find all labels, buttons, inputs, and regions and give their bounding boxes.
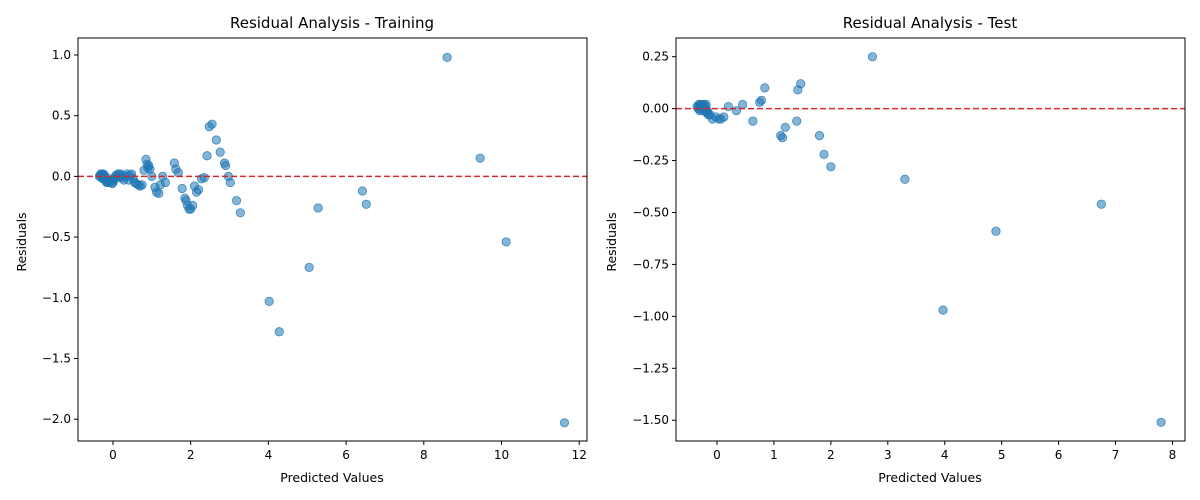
scatter-point xyxy=(274,327,284,337)
y-axis-ticks: −1.50 −1.25 −1.00 −0.75 −0.50 −0.25 0.00 0.25 xyxy=(632,50,676,427)
scatter-point xyxy=(796,79,806,89)
y-axis-label: Residuals xyxy=(14,212,29,271)
x-tick-label: 1 xyxy=(770,448,778,462)
x-tick-label: 12 xyxy=(572,448,587,462)
x-axis-label: Predicted Values xyxy=(280,470,384,485)
y-tick-label: −1.25 xyxy=(632,361,669,375)
chart-training: Residual Analysis - Training 0 2 4 6 8 10 12 −… xyxy=(14,14,588,485)
scatter-point xyxy=(207,119,217,129)
scatter-point xyxy=(814,131,825,141)
y-tick-label: 0.25 xyxy=(642,50,669,64)
y-axis-ticks: −2.0 −1.5 −1.0 −0.5 0.0 0.5 1.0 xyxy=(42,48,78,426)
scatter-point xyxy=(177,183,187,194)
scatter-point xyxy=(215,147,225,157)
plot-area-frame xyxy=(77,37,588,442)
y-tick-label: −1.0 xyxy=(42,291,71,305)
scatter-point xyxy=(819,149,829,159)
y-tick-label: −2.0 xyxy=(42,412,71,426)
scatter-point xyxy=(723,101,733,112)
x-axis-ticks: 0 2 4 6 8 10 12 xyxy=(109,441,587,462)
scatter-point xyxy=(991,226,1001,236)
scatter-point xyxy=(826,162,836,172)
scatter-point xyxy=(900,174,910,184)
scatter-point xyxy=(137,180,147,190)
chart-title: Residual Analysis - Test xyxy=(843,14,1018,32)
scatter-point xyxy=(719,112,729,122)
scatter-point xyxy=(235,208,246,218)
x-tick-label: 8 xyxy=(420,448,428,462)
x-tick-label: 0 xyxy=(109,448,117,462)
scatter-point xyxy=(1156,417,1166,427)
x-tick-label: 4 xyxy=(941,448,949,462)
y-axis-label: Residuals xyxy=(604,212,619,271)
scatter-point xyxy=(202,151,212,161)
scatter-point xyxy=(777,133,788,143)
scatter-point xyxy=(756,95,767,105)
x-tick-label: 7 xyxy=(1112,448,1120,462)
plot-area-frame xyxy=(675,37,1186,442)
scatter-point xyxy=(501,237,511,247)
x-tick-label: 4 xyxy=(265,448,273,462)
scatter-point xyxy=(313,203,323,213)
scatter-point xyxy=(357,186,368,196)
scatter-point xyxy=(154,188,164,198)
y-tick-label: −1.5 xyxy=(42,351,71,365)
x-tick-label: 2 xyxy=(187,448,195,462)
scatter-point xyxy=(361,199,371,209)
x-tick-label: 3 xyxy=(884,448,892,462)
x-axis-label: Predicted Values xyxy=(878,470,982,485)
scatter-point xyxy=(304,262,314,273)
x-tick-label: 10 xyxy=(494,448,509,462)
y-tick-label: −1.00 xyxy=(632,309,669,323)
x-tick-label: 8 xyxy=(1169,448,1177,462)
y-tick-label: −0.50 xyxy=(632,205,669,219)
scatter-point xyxy=(211,135,221,145)
y-tick-label: 0.0 xyxy=(52,169,71,183)
y-tick-label: −0.5 xyxy=(42,230,71,244)
scatter-point xyxy=(938,305,948,315)
chart-test: Residual Analysis - Test 0 1 2 3 4 5 6 7 8 −1.50… xyxy=(604,14,1186,485)
scatter-point xyxy=(221,160,231,171)
scatter-point xyxy=(867,52,878,62)
scatter-point xyxy=(559,418,570,428)
scatter-series xyxy=(94,52,570,428)
y-tick-label: −0.75 xyxy=(632,257,669,271)
y-tick-label: 1.0 xyxy=(52,48,71,62)
scatter-point xyxy=(738,99,748,110)
y-tick-label: −0.25 xyxy=(632,154,669,168)
x-tick-label: 0 xyxy=(713,448,721,462)
y-tick-label: 0.00 xyxy=(642,102,669,116)
scatter-point xyxy=(193,185,204,195)
scatter-point xyxy=(731,106,741,116)
scatter-point xyxy=(225,177,235,188)
x-axis-ticks: 0 1 2 3 4 5 6 7 8 xyxy=(713,441,1176,462)
chart-title: Residual Analysis - Training xyxy=(230,14,434,32)
x-tick-label: 6 xyxy=(1055,448,1063,462)
y-tick-label: 0.5 xyxy=(52,109,71,123)
scatter-point xyxy=(760,83,770,93)
scatter-point xyxy=(160,177,171,188)
scatter-point xyxy=(780,122,790,132)
y-tick-label: −1.50 xyxy=(632,413,669,427)
scatter-point xyxy=(748,116,758,126)
x-tick-label: 2 xyxy=(827,448,835,462)
scatter-point xyxy=(231,196,242,206)
x-tick-label: 6 xyxy=(342,448,350,462)
scatter-point xyxy=(792,116,802,126)
scatter-point xyxy=(264,296,274,307)
scatter-point xyxy=(188,200,198,211)
scatter-point xyxy=(475,153,485,163)
scatter-point xyxy=(442,52,452,63)
x-tick-label: 5 xyxy=(998,448,1006,462)
scatter-point xyxy=(199,172,209,183)
scatter-point xyxy=(1096,199,1106,209)
